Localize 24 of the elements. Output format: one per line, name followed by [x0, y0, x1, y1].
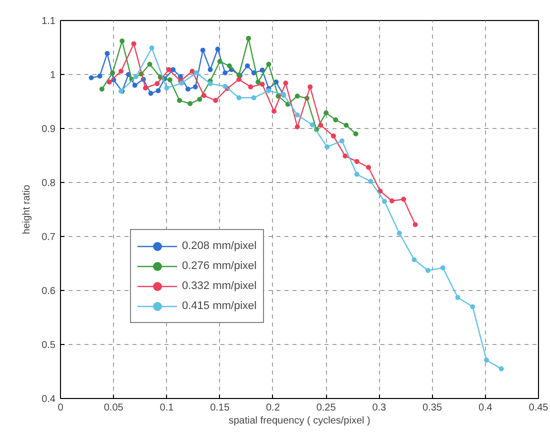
y-tick-label: 1	[50, 70, 56, 81]
x-tick-label: 0.4	[478, 402, 493, 414]
y-tick-label: 0.8	[42, 178, 56, 189]
x-axis-title: spatial frequency ( cycles/pixel )	[228, 416, 370, 426]
y-tick-label: 0.9	[42, 124, 56, 135]
legend-label: 0.276 mm/pixel	[182, 260, 257, 272]
x-tick-label: 0.15	[210, 402, 230, 414]
x-tick-label: 0.25	[316, 402, 336, 414]
x-tick-label: 0.05	[104, 402, 124, 414]
y-tick-label: 0.4	[42, 394, 56, 405]
legend-label: 0.415 mm/pixel	[182, 300, 257, 312]
y-tick-label: 1.1	[42, 16, 56, 27]
y-tick-label: 0.5	[42, 340, 56, 351]
y-tick-label: 0.6	[42, 286, 56, 297]
x-tick-label: 0.35	[422, 402, 442, 414]
x-tick-label: 0.3	[372, 402, 387, 414]
x-tick-label: 0.45	[528, 402, 549, 414]
x-tick-label: 0	[58, 402, 64, 414]
y-tick-label: 0.7	[42, 232, 56, 243]
x-tick-label: 0.2	[266, 402, 280, 414]
y-axis-title: height ratio	[22, 184, 33, 234]
legend-label: 0.208 mm/pixel	[182, 240, 257, 252]
legend-label: 0.332 mm/pixel	[182, 280, 257, 292]
x-tick-label: 0.1	[160, 402, 174, 414]
